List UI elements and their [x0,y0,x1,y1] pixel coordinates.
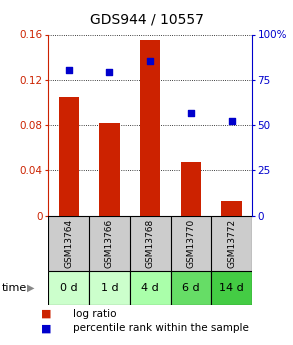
Bar [171,271,211,305]
Text: 14 d: 14 d [219,283,244,293]
Text: 1 d: 1 d [100,283,118,293]
Text: log ratio: log ratio [73,309,117,319]
Bar [222,201,242,216]
Bar [130,271,171,305]
Text: GSM13764: GSM13764 [64,219,73,268]
Text: 0 d: 0 d [60,283,78,293]
Bar [99,123,120,216]
Text: percentile rank within the sample: percentile rank within the sample [73,324,249,333]
Bar [59,97,79,216]
Bar [140,40,160,216]
Point [148,58,153,63]
Bar [89,271,130,305]
Text: ■: ■ [41,309,52,319]
Text: 4 d: 4 d [141,283,159,293]
Text: GDS944 / 10557: GDS944 / 10557 [90,12,203,26]
Text: GSM13770: GSM13770 [186,219,195,268]
Point [66,67,71,72]
Text: ▶: ▶ [27,283,35,293]
Point [189,110,193,116]
Bar [211,271,252,305]
Text: time: time [1,283,27,293]
Bar [181,162,201,216]
Text: GSM13768: GSM13768 [146,219,155,268]
Bar [48,271,89,305]
Text: GSM13772: GSM13772 [227,219,236,268]
Text: ■: ■ [41,324,52,333]
Point [229,118,234,123]
Text: 6 d: 6 d [182,283,200,293]
Point [107,69,112,75]
Text: GSM13766: GSM13766 [105,219,114,268]
